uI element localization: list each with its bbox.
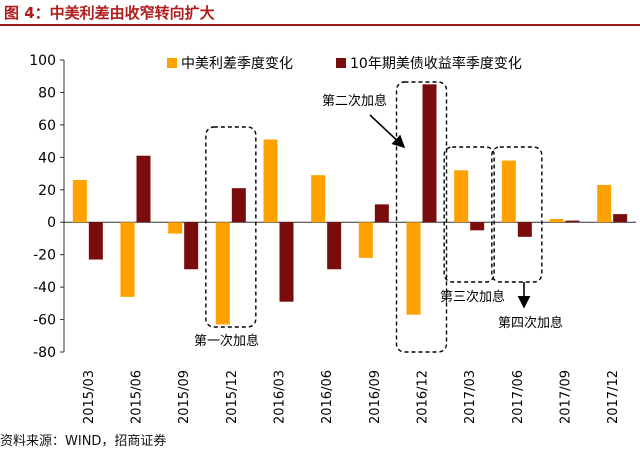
- hike-highlight-box: [395, 81, 448, 353]
- bar-spread: [406, 222, 421, 315]
- x-tick-label: 2015/09: [177, 370, 192, 424]
- figure-title: 图 4：中美利差由收窄转向扩大: [4, 4, 215, 22]
- legend-swatch-spread: [167, 58, 177, 68]
- hike-annotation-label: 第二次加息: [322, 93, 387, 109]
- bar-spread: [454, 170, 469, 223]
- bar-ust10y: [565, 220, 580, 223]
- x-tick-label: 2015/12: [225, 370, 240, 424]
- y-tick-label: 20: [38, 183, 56, 199]
- bar-spread: [263, 139, 278, 223]
- x-tick-label: 2016/12: [416, 370, 431, 424]
- bar-spread: [72, 180, 87, 223]
- source-note: 资料来源：WIND，招商证券: [0, 434, 167, 449]
- x-tick-label: 2017/12: [606, 370, 621, 424]
- bar-ust10y: [231, 188, 246, 223]
- bar-ust10y: [279, 222, 294, 302]
- x-tick-label: 2016/09: [368, 370, 383, 424]
- y-tick-label: -40: [33, 280, 56, 296]
- y-tick-label: 40: [38, 150, 56, 166]
- arrow-second-hike: [369, 114, 406, 149]
- bar-chart: 100 80 60 40 20 0 -20 -40 -60 -80 2015/03 2015/06 20…: [29, 53, 636, 424]
- y-tick-label: 100: [29, 53, 56, 69]
- bar-ust10y: [184, 222, 199, 270]
- x-tick-label: 2017/09: [559, 370, 574, 424]
- x-tick-label: 2015/03: [82, 370, 97, 424]
- bar-spread: [358, 222, 373, 258]
- bar-spread: [597, 184, 612, 223]
- bar-ust10y: [422, 84, 437, 223]
- bar-spread: [215, 222, 230, 325]
- bar-ust10y: [88, 222, 103, 260]
- x-tick-label: 2016/03: [273, 370, 288, 424]
- y-tick-label: -80: [33, 345, 56, 361]
- y-tick-label: 60: [38, 118, 56, 134]
- legend-swatch-ust10y: [336, 58, 346, 68]
- bar-spread: [501, 160, 516, 223]
- bar-spread: [549, 218, 564, 223]
- bar-ust10y: [136, 155, 151, 223]
- title-bar: 图 4：中美利差由收窄转向扩大: [0, 0, 640, 26]
- bar-spread: [168, 222, 183, 234]
- bar-ust10y: [517, 222, 532, 237]
- hike-annotation-label: 第三次加息: [440, 289, 505, 305]
- legend-label-spread: 中美利差季度变化: [181, 56, 293, 72]
- x-tick-label: 2016/06: [320, 370, 335, 424]
- bar-ust10y: [327, 222, 342, 270]
- hike-highlight-box: [491, 146, 543, 283]
- y-tick-label: 0: [47, 215, 56, 231]
- bar-spread: [120, 222, 135, 297]
- bar-ust10y: [613, 214, 628, 223]
- hike-highlight-box: [205, 126, 257, 328]
- x-tick-label: 2017/06: [511, 370, 526, 424]
- bar-ust10y: [374, 204, 389, 223]
- x-tick-label: 2015/06: [130, 370, 145, 424]
- bar-spread: [311, 175, 326, 223]
- x-tick-label: 2017/03: [463, 370, 478, 424]
- y-tick-label: -20: [33, 248, 56, 264]
- legend-label-ust10y: 10年期美债收益率季度变化: [350, 55, 522, 72]
- hike-highlight-box: [443, 146, 495, 283]
- y-tick-label: 80: [38, 85, 56, 101]
- bar-ust10y: [470, 222, 485, 231]
- hike-annotation-label: 第一次加息: [194, 333, 259, 349]
- y-tick-label: -60: [33, 313, 56, 329]
- hike-annotation-label: 第四次加息: [498, 315, 563, 331]
